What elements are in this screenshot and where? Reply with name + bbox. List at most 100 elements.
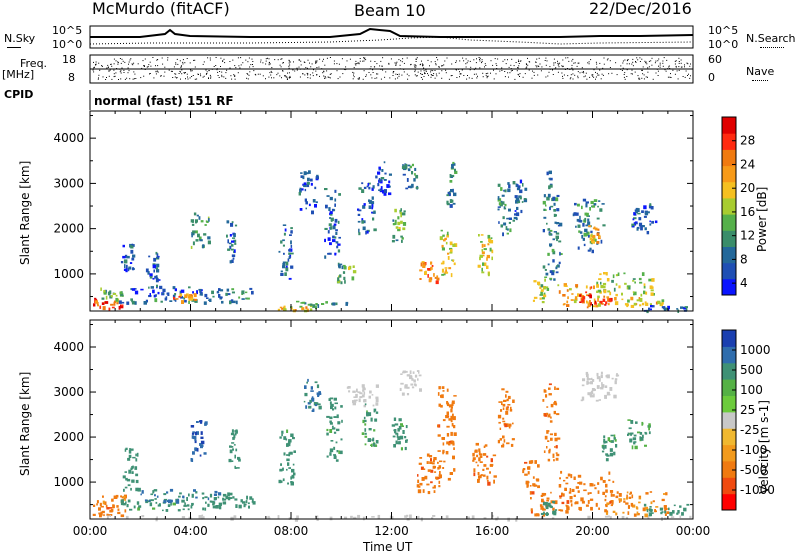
- colorbar-frame: [721, 329, 737, 511]
- heatmap-cell: [473, 472, 476, 477]
- heatmap-cell: [442, 442, 445, 446]
- nave-dot: [636, 57, 638, 59]
- nave-dot: [479, 60, 481, 62]
- heatmap-cell: [607, 437, 611, 441]
- nave-dot: [371, 77, 373, 79]
- heatmap-cell: [670, 516, 675, 518]
- heatmap-cell: [241, 290, 245, 295]
- heatmap-cell: [155, 517, 158, 522]
- nave-dot: [656, 68, 658, 70]
- heatmap-cell: [158, 503, 161, 507]
- heatmap-cell: [115, 294, 118, 297]
- heatmap-cell: [187, 508, 190, 511]
- nave-dot: [305, 67, 307, 69]
- nave-dot: [300, 64, 302, 66]
- nave-dot: [206, 71, 208, 73]
- nave-dot: [576, 65, 578, 67]
- nave-dot: [181, 69, 183, 71]
- heatmap-cell: [665, 507, 668, 510]
- nave-dot: [185, 78, 186, 80]
- heatmap-cell: [222, 493, 227, 497]
- heatmap-cell: [129, 262, 133, 264]
- heatmap-cell: [606, 502, 610, 506]
- nave-dot: [596, 63, 598, 65]
- nave-dot: [599, 62, 601, 64]
- heatmap-cell: [492, 514, 494, 518]
- nave-dot: [265, 58, 267, 60]
- heatmap-cell: [626, 496, 628, 500]
- heatmap-cell: [648, 512, 652, 517]
- heatmap-cell: [355, 393, 358, 398]
- heatmap-cell: [134, 290, 139, 295]
- heatmap-cell: [596, 217, 600, 220]
- velocity-xticks: 00:00 04:00 08:00 12:00 16:00 20:00 00:00: [73, 320, 710, 538]
- nave-dot: [399, 68, 401, 70]
- heatmap-cell: [124, 486, 128, 489]
- heatmap-cell: [381, 169, 384, 172]
- heatmap-cell: [556, 453, 560, 457]
- nave-dot: [602, 74, 604, 76]
- heatmap-cell: [596, 284, 599, 288]
- nave-dot: [504, 71, 506, 72]
- nave-dot: [484, 63, 486, 65]
- heatmap-cell: [358, 228, 360, 233]
- nave-dot: [408, 75, 410, 77]
- heatmap-cell: [148, 286, 150, 289]
- heatmap-cell: [630, 502, 634, 507]
- nave-dot: [597, 74, 599, 76]
- heatmap-cell: [150, 286, 154, 289]
- colorbar-segment: [722, 444, 736, 462]
- colorbar-segment: [722, 165, 736, 183]
- nave-dot: [231, 78, 233, 80]
- heatmap-cell: [163, 498, 168, 501]
- heatmap-cell: [449, 251, 453, 254]
- nave-dot: [246, 73, 248, 74]
- heatmap-cell: [317, 394, 320, 397]
- heatmap-cell: [548, 387, 551, 390]
- heatmap-cell: [554, 400, 557, 405]
- heatmap-cell: [516, 200, 521, 204]
- heatmap-cell: [591, 379, 595, 382]
- heatmap-cell: [132, 267, 135, 271]
- heatmap-cell: [332, 239, 336, 243]
- heatmap-cell: [391, 516, 394, 520]
- heatmap-cell: [110, 295, 113, 298]
- heatmap-cell: [393, 444, 396, 448]
- heatmap-cell: [586, 212, 589, 217]
- heatmap-cell: [413, 178, 416, 182]
- heatmap-cell: [164, 297, 167, 301]
- nave-dot: [303, 68, 305, 70]
- heatmap-cell: [569, 496, 573, 500]
- heatmap-cell: [357, 208, 360, 211]
- heatmap-cell: [637, 513, 640, 516]
- nave-dot: [233, 74, 235, 76]
- heatmap-cell: [604, 440, 608, 444]
- heatmap-cell: [646, 231, 650, 235]
- heatmap-cell: [559, 251, 561, 256]
- nave-dot: [109, 69, 111, 71]
- nave-dot: [392, 75, 394, 76]
- nave-dot: [615, 62, 617, 64]
- nave-dot: [234, 74, 236, 76]
- heatmap-cell: [289, 234, 292, 236]
- heatmap-cell: [286, 454, 289, 456]
- heatmap-cell: [592, 305, 596, 308]
- heatmap-cell: [536, 513, 539, 517]
- heatmap-cell: [663, 307, 667, 311]
- heatmap-cell: [630, 304, 635, 308]
- heatmap-cell: [96, 503, 98, 506]
- heatmap-cell: [296, 300, 300, 303]
- heatmap-cell: [204, 293, 208, 298]
- heatmap-cell: [488, 238, 491, 243]
- heatmap-cell: [345, 301, 349, 305]
- heatmap-cell: [600, 371, 603, 375]
- nave-dot: [222, 60, 224, 62]
- heatmap-cell: [449, 249, 453, 253]
- heatmap-cell: [542, 229, 545, 233]
- heatmap-cell: [229, 497, 233, 499]
- heatmap-cell: [414, 384, 417, 387]
- heatmap-cell: [451, 402, 454, 407]
- nave-dot: [373, 66, 375, 68]
- nave-dot: [563, 74, 565, 76]
